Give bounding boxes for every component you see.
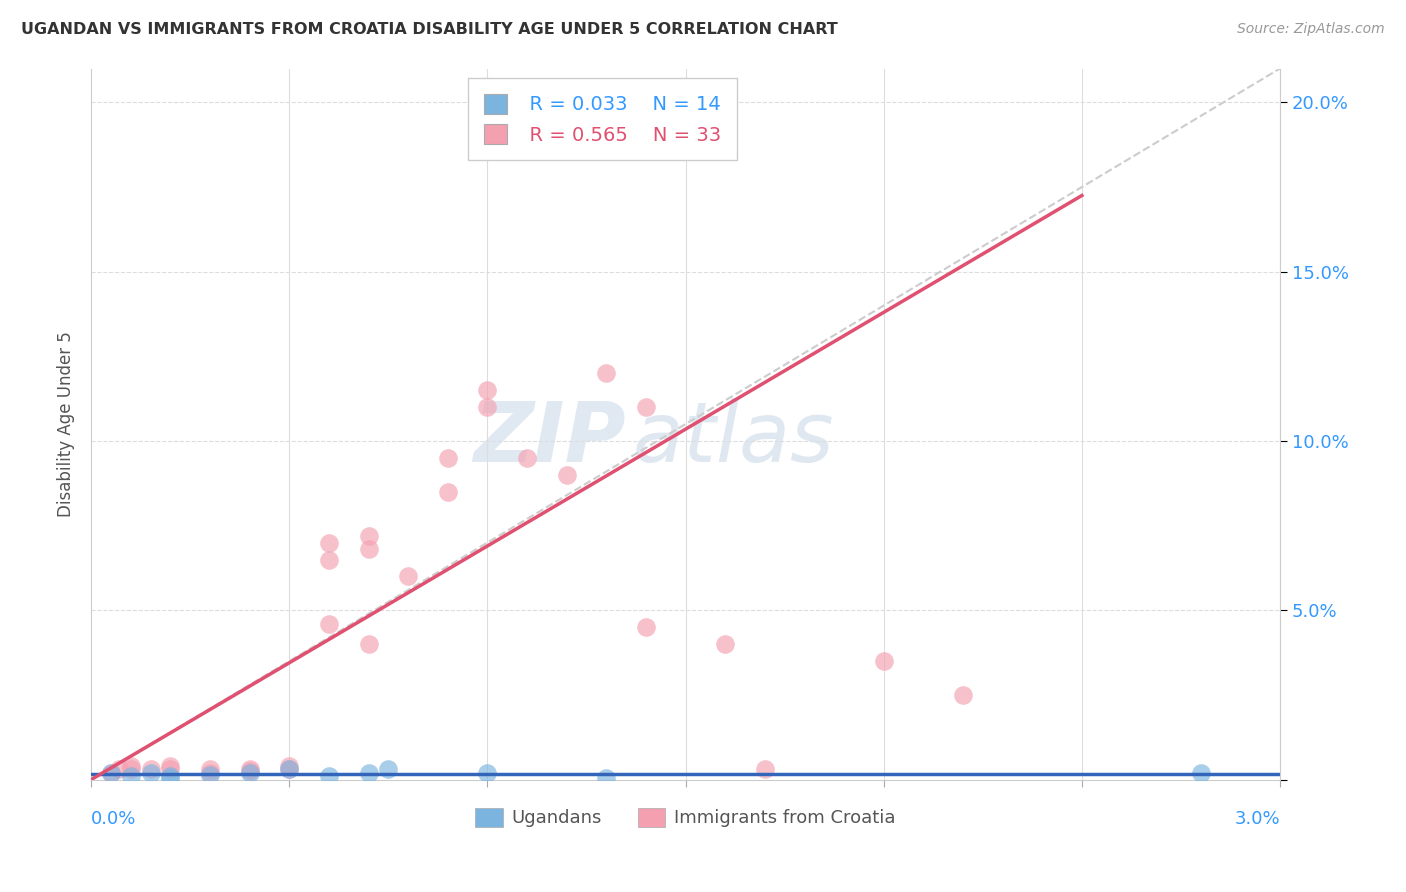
Point — [436, 450, 458, 465]
Point — [159, 771, 181, 785]
Point — [278, 763, 301, 777]
Point — [952, 688, 974, 702]
Y-axis label: Disability Age Under 5: Disability Age Under 5 — [58, 331, 75, 517]
Point — [318, 552, 340, 566]
Legend: Ugandans, Immigrants from Croatia: Ugandans, Immigrants from Croatia — [468, 801, 903, 835]
Point — [159, 769, 181, 783]
Point — [120, 763, 142, 777]
Point — [357, 529, 380, 543]
Text: Source: ZipAtlas.com: Source: ZipAtlas.com — [1237, 22, 1385, 37]
Point — [754, 763, 776, 777]
Point — [139, 763, 162, 777]
Point — [595, 366, 617, 380]
Point — [634, 400, 657, 414]
Text: ZIP: ZIP — [474, 398, 626, 479]
Point — [396, 569, 419, 583]
Point — [159, 763, 181, 777]
Text: 3.0%: 3.0% — [1234, 810, 1279, 828]
Point — [278, 763, 301, 777]
Point — [357, 765, 380, 780]
Point — [108, 763, 131, 777]
Point — [357, 637, 380, 651]
Point — [595, 771, 617, 785]
Point — [1189, 765, 1212, 780]
Point — [377, 763, 399, 777]
Text: 0.0%: 0.0% — [91, 810, 136, 828]
Point — [159, 759, 181, 773]
Point — [120, 769, 142, 783]
Point — [120, 759, 142, 773]
Point — [714, 637, 737, 651]
Text: atlas: atlas — [633, 398, 834, 479]
Point — [318, 535, 340, 549]
Point — [318, 769, 340, 783]
Point — [477, 383, 499, 397]
Point — [198, 763, 221, 777]
Point — [198, 767, 221, 781]
Point — [873, 654, 896, 668]
Point — [198, 765, 221, 780]
Point — [357, 542, 380, 557]
Point — [477, 400, 499, 414]
Point — [477, 765, 499, 780]
Text: UGANDAN VS IMMIGRANTS FROM CROATIA DISABILITY AGE UNDER 5 CORRELATION CHART: UGANDAN VS IMMIGRANTS FROM CROATIA DISAB… — [21, 22, 838, 37]
Point — [239, 763, 262, 777]
Point — [139, 765, 162, 780]
Point — [239, 765, 262, 780]
Point — [100, 765, 122, 780]
Point — [436, 484, 458, 499]
Point — [555, 467, 578, 482]
Point — [634, 620, 657, 634]
Point — [278, 759, 301, 773]
Point — [100, 765, 122, 780]
Point — [516, 450, 538, 465]
Point — [239, 764, 262, 779]
Point — [318, 616, 340, 631]
